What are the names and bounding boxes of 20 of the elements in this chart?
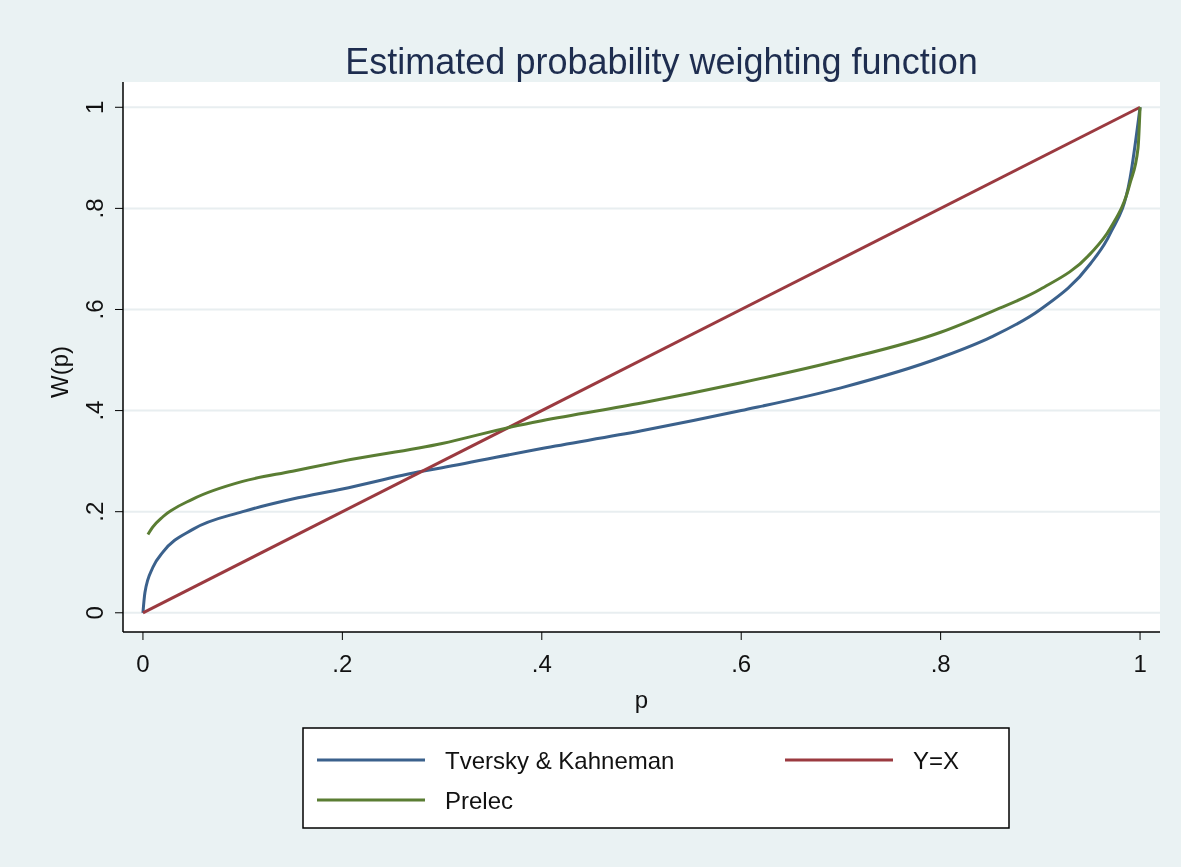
- legend-label: Y=X: [913, 747, 960, 774]
- line-series: [146, 105, 1142, 536]
- x-tick-label: .8: [930, 650, 951, 677]
- y-tick-label: .8: [81, 198, 108, 219]
- y-tick-label: .4: [81, 400, 108, 421]
- y-tick-label: 1: [81, 100, 108, 114]
- x-axis-title: p: [634, 686, 649, 713]
- chart-title: Estimated probability weighting function: [345, 41, 978, 82]
- x-tick-label: .6: [731, 650, 752, 677]
- x-tick-label: .2: [332, 650, 353, 677]
- legend-label: Prelec: [445, 787, 514, 814]
- legend-label: Tversky & Kahneman: [445, 747, 675, 774]
- x-tick-label: 1: [1133, 650, 1147, 677]
- x-tick-label: .4: [531, 650, 552, 677]
- y-axis-title: W(p): [46, 346, 73, 398]
- y-tick-label: .2: [81, 501, 108, 522]
- line-series: [141, 105, 1142, 615]
- x-tick-label: 0: [136, 650, 150, 677]
- y-tick-label: 0: [81, 606, 108, 620]
- y-tick-label: .6: [81, 299, 108, 320]
